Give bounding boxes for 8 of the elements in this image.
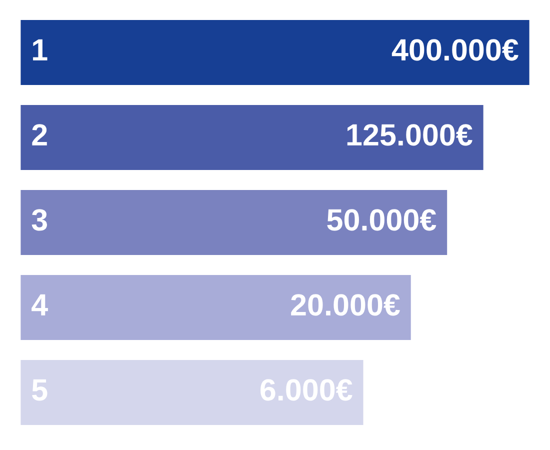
- data-label: 125.000€: [347, 124, 472, 146]
- data-label: 400.000€: [392, 39, 518, 61]
- y-tick-label: 4: [32, 294, 48, 316]
- data-label: 20.000€: [291, 294, 400, 316]
- data-label: 50.000€: [327, 209, 436, 231]
- y-tick-label: 3: [32, 209, 47, 231]
- y-tick-label: 2: [32, 124, 47, 146]
- y-tick-label: 1: [33, 39, 48, 60]
